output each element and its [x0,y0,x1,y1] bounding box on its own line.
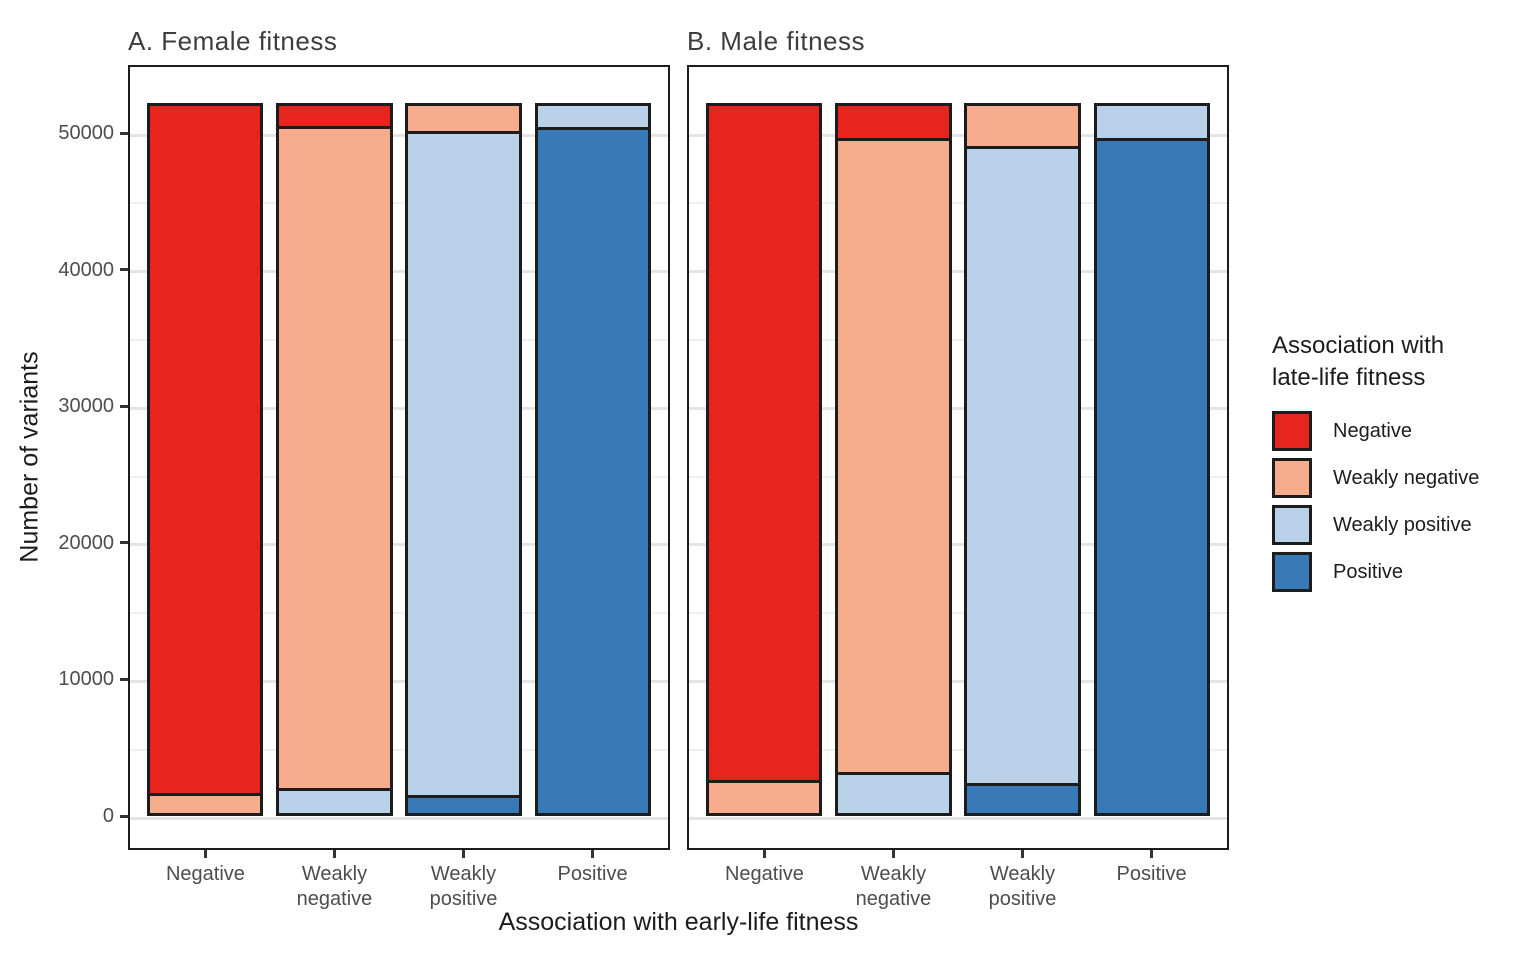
x-tick-label: Weakly positive [988,863,1057,910]
legend-item-label: Positive [1333,560,1404,583]
x-tick-mark [891,850,895,858]
legend-items: Negative Weakly negative Weakly positive Po… [1272,411,1532,592]
x-axis-title: Association with early-life fitness [498,908,859,936]
bar-segment [964,145,1081,783]
panel-b-title: B. Male fitness [687,26,866,56]
x-tick-mark [762,850,766,858]
x-tick-mark [332,850,336,858]
x-tick-label: Positive [557,863,628,885]
x-tick-mark [462,850,466,858]
gridline-minor [689,475,1227,478]
legend-key-swatch [1272,458,1312,498]
y-tick-mark [120,814,128,818]
gridline-major [130,406,668,410]
x-tick-mark [1150,850,1154,858]
gridline-major [689,816,1227,820]
gridline-minor [689,612,1227,615]
y-tick-label: 10000 [58,668,114,691]
legend-item-label: Weakly positive [1333,513,1472,536]
bar-segment [405,102,522,131]
x-tick-label: Weakly positive [429,863,498,910]
bar-segment [276,126,393,788]
legend-item: Weakly negative [1272,458,1532,498]
bar-segment [835,772,952,816]
y-tick-mark [120,404,128,408]
x-tick-label: Weakly negative [296,863,373,910]
gridline-minor [130,748,668,751]
legend-item-label: Weakly negative [1333,466,1480,489]
gridline-major [130,270,668,274]
bar-segment [534,126,651,816]
gridline-minor [689,202,1227,205]
x-tick-label: Negative [724,863,804,885]
legend-item: Weakly positive [1272,505,1532,545]
gridline-minor [130,612,668,615]
gridline-minor [130,338,668,341]
gridline-major [689,679,1227,683]
legend-item: Positive [1272,552,1532,592]
gridline-minor [130,475,668,478]
y-tick-label: 50000 [58,122,114,144]
bar-segment [1093,137,1210,816]
y-tick-label: 0 [102,805,114,827]
legend-title: Association with late-life fitness [1272,332,1445,391]
legend-key-swatch [1272,552,1312,592]
panel-a-title: A. Female fitness [128,26,338,56]
bar-segment [405,794,522,816]
y-tick-mark [120,677,128,681]
bar-segment [147,102,264,794]
bar-segment [964,782,1081,816]
y-tick-mark [120,541,128,545]
gridline-minor [130,202,668,205]
x-tick-mark [203,850,207,858]
gridline-major [130,679,668,683]
bar-segment [1093,102,1210,138]
gridline-major [689,270,1227,274]
gridline-major [130,133,668,137]
y-tick-label: 40000 [58,258,114,281]
gridline-minor [689,748,1227,751]
legend-key-swatch [1272,505,1312,545]
legend-item: Negative [1272,411,1532,451]
bar-segment [147,793,264,816]
x-tick-label: Negative [165,863,245,885]
y-tick-mark [120,268,128,272]
y-tick-label: 20000 [58,531,114,554]
bar-segment [964,102,1081,146]
bar-segment [276,787,393,816]
x-tick-label: Positive [1116,863,1187,885]
gridline-major [689,543,1227,547]
bar-segment [706,780,823,816]
gridline-major [130,543,668,547]
y-tick-label: 30000 [58,395,114,418]
x-tick-label: Weakly negative [855,863,932,910]
legend-key-swatch [1272,411,1312,451]
gridline-major [689,406,1227,410]
y-tick-mark [120,131,128,135]
bar-segment [835,137,952,773]
gridline-minor [689,338,1227,341]
bar-segment [706,102,823,781]
gridline-major [130,816,668,820]
gridline-major [689,133,1227,137]
bar-segment [405,130,522,795]
bar-segment [534,102,651,127]
legend: Association with late-life fitness Negat… [1272,330,1532,599]
bar-segment [276,102,393,127]
legend-item-label: Negative [1333,419,1412,442]
bar-segment [835,102,952,138]
x-tick-mark [591,850,595,858]
x-tick-mark [1021,850,1025,858]
